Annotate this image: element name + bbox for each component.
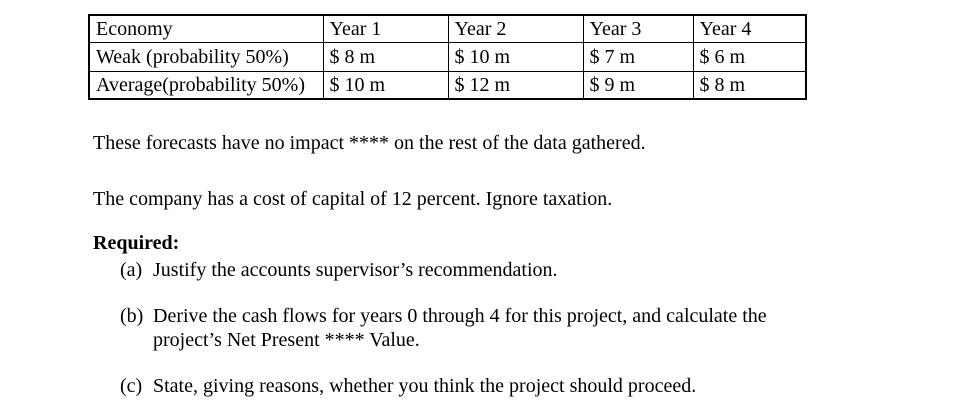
table-cell: $ 10 m [322,70,449,100]
column-header-year2: Year 2 [447,14,584,43]
table-header-row: Economy Year 1 Year 2 Year 3 Year 4 [88,14,807,43]
item-marker-c: (c) [120,375,143,397]
forecast-table: Economy Year 1 Year 2 Year 3 Year 4 Weak… [88,14,807,100]
table-cell: $ 10 m [447,41,584,72]
required-item-a: (a) Justify the accounts supervisor’s re… [120,258,813,282]
table-cell: $ 8 m [692,70,807,100]
required-item-c: (c) State, giving reasons, whether you t… [120,374,813,398]
required-item-b: (b) Derive the cash flows for years 0 th… [120,304,813,352]
item-marker-a: (a) [120,259,143,281]
column-header-economy: Economy [88,14,324,43]
item-text-line: State, giving reasons, whether you think… [153,375,697,397]
table-row-average: Average(probability 50%) $ 10 m $ 12 m $… [88,70,807,100]
item-text-line: Derive the cash flows for years 0 throug… [153,305,767,327]
table-cell: $ 7 m [582,41,694,72]
cost-of-capital-note: The company has a cost of capital of 12 … [93,188,613,210]
column-header-year1: Year 1 [322,14,449,43]
item-text-a: Justify the accounts supervisor’s recomm… [153,258,813,282]
item-text-c: State, giving reasons, whether you think… [153,374,813,398]
item-text-b: Derive the cash flows for years 0 throug… [153,304,813,352]
row-label-average: Average(probability 50%) [88,70,324,100]
table-cell: $ 9 m [582,70,694,100]
table-row-weak: Weak (probability 50%) $ 8 m $ 10 m $ 7 … [88,41,807,72]
column-header-year3: Year 3 [582,14,694,43]
required-heading: Required: [93,232,180,254]
item-text-line: Justify the accounts supervisor’s recomm… [153,259,558,281]
table-cell: $ 12 m [447,70,584,100]
forecast-note: These forecasts have no impact **** on t… [93,132,646,154]
item-marker-b: (b) [120,305,144,327]
row-label-weak: Weak (probability 50%) [88,41,324,72]
table-cell: $ 8 m [322,41,449,72]
item-text-line: project’s Net Present **** Value. [153,329,420,351]
column-header-year4: Year 4 [692,14,807,43]
table-cell: $ 6 m [692,41,807,72]
